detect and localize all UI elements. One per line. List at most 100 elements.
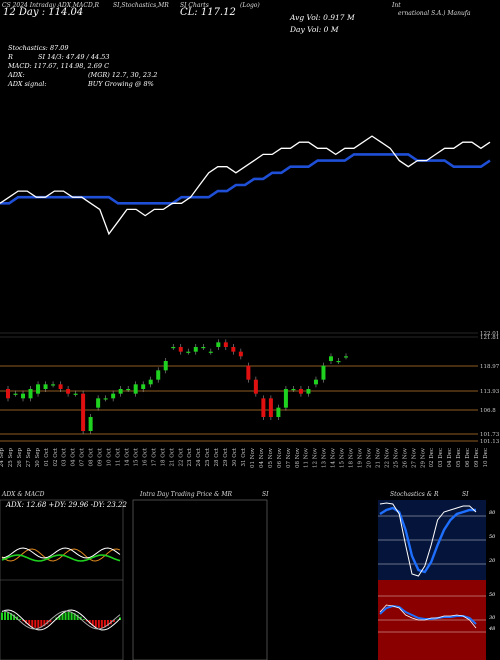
macd-bar xyxy=(70,612,73,620)
macd-bar xyxy=(4,612,7,620)
macd-bar xyxy=(49,620,52,623)
date-tick-label: 03 Dec xyxy=(438,448,444,468)
rsi-line xyxy=(379,604,477,629)
macd-bar xyxy=(13,614,16,620)
macd-bar xyxy=(40,620,43,628)
date-tick-label: 27 Nov xyxy=(411,447,417,468)
date-tick-label: 01 Nov xyxy=(250,447,256,468)
date-tick-label: 25 Sep xyxy=(8,448,14,468)
macd-bar xyxy=(19,618,22,620)
candle-body xyxy=(306,389,311,394)
macd-readout: MACD: 117.67, 114.98, 2.69 C xyxy=(8,62,110,70)
adx-line xyxy=(1,554,121,562)
price-axis-label: 118.97 xyxy=(480,364,500,370)
adx-signal: BUY Growing @ 8% xyxy=(88,80,154,88)
price-axis-label: 122.01 xyxy=(480,331,499,337)
candle-body xyxy=(36,384,41,394)
macd-bar xyxy=(100,620,103,628)
price-level-lines xyxy=(0,332,478,442)
candle-body xyxy=(51,384,56,386)
macd-bar xyxy=(82,619,85,620)
date-tick-label: 24 Oct xyxy=(196,447,202,466)
macd-bar xyxy=(94,620,97,628)
candle-body xyxy=(21,393,26,399)
candle-body xyxy=(81,393,86,431)
stoch-title: Stochastics & R xyxy=(390,491,439,498)
macd-bar xyxy=(67,612,70,620)
candle-body xyxy=(291,389,296,391)
candle-body xyxy=(246,365,251,380)
macd-bar xyxy=(103,620,106,628)
date-tick-label: 02 Dec xyxy=(429,448,435,468)
macd-bar xyxy=(91,620,94,626)
date-tick-label: 25 Oct xyxy=(205,447,211,466)
adx-label: ADX: xyxy=(8,71,25,79)
candle-body xyxy=(283,389,288,408)
date-tick-label: 26 Nov xyxy=(402,447,408,468)
date-tick-label: 25 Nov xyxy=(393,447,399,468)
candle-body xyxy=(208,351,213,353)
date-tick-label: 29 Oct xyxy=(223,447,229,466)
candle-body xyxy=(171,347,176,349)
candle-body xyxy=(28,389,33,399)
date-tick-label: 02 Oct xyxy=(53,447,59,466)
date-tick-label: 03 Oct xyxy=(62,447,68,466)
intraday-panel xyxy=(132,499,268,660)
chart-title-right: ernational S.A.) Manufa xyxy=(398,10,471,17)
chart-title-mid: SI,Stochastics,MR xyxy=(113,2,169,9)
date-tick-label: 29 Nov xyxy=(420,447,426,468)
chart-title-right-prefix: Int xyxy=(392,2,401,9)
date-tick-label: 06 Dec xyxy=(465,448,471,468)
candle-body xyxy=(253,379,258,394)
date-tick-label: 01 Oct xyxy=(44,447,50,466)
date-tick-label: 24 Sep xyxy=(0,448,5,468)
candle-body xyxy=(43,384,48,389)
macd-bar xyxy=(119,617,121,620)
date-tick-label: 04 Dec xyxy=(447,448,453,468)
candle-body xyxy=(103,398,108,400)
stoch-title-suffix: SI xyxy=(462,491,469,498)
price-axis-label: 106.8 xyxy=(480,408,496,414)
date-tick-label: 23 Oct xyxy=(187,447,193,466)
date-tick-label: 11 Oct xyxy=(116,447,122,466)
date-tick-label: 20 Nov xyxy=(367,447,373,468)
rsi-axis-30: 30 xyxy=(489,615,496,621)
macd-bar xyxy=(73,613,76,620)
date-tick-label: 04 Oct xyxy=(71,447,77,466)
date-tick-label: 27 Sep xyxy=(26,448,32,468)
candle-body xyxy=(96,398,101,408)
date-tick-label: 08 Nov xyxy=(295,447,301,468)
macd-bar xyxy=(88,620,91,624)
adx-macd-panel xyxy=(0,499,124,660)
macd-bar xyxy=(10,613,13,620)
macd-bar xyxy=(61,613,64,620)
macd-bar xyxy=(34,620,37,628)
candle-body xyxy=(133,384,138,394)
date-tick-label: 15 Oct xyxy=(133,447,139,466)
chart-title-left: CS 2024 Intraday ADX,MACD,R xyxy=(2,2,100,9)
date-tick-label: 15 Nov xyxy=(340,447,346,468)
price-axis-label: 101.13 xyxy=(480,439,500,445)
date-tick-label: 09 Oct xyxy=(98,447,104,466)
date-tick-label: 19 Nov xyxy=(358,447,364,468)
macd-bar xyxy=(58,615,61,620)
date-tick-label: 12 Nov xyxy=(313,447,319,468)
macd-bar xyxy=(28,620,31,626)
candle-body xyxy=(328,356,333,361)
date-tick-label: 08 Oct xyxy=(89,447,95,466)
price-line xyxy=(0,135,491,236)
date-tick-label: 10 Dec xyxy=(483,448,489,468)
date-tick-label: 16 Oct xyxy=(142,447,148,466)
date-tick-label: 13 Nov xyxy=(322,447,328,468)
macd-bar xyxy=(37,620,40,628)
candle-body xyxy=(193,347,198,352)
candle-body xyxy=(223,342,228,347)
candle-body xyxy=(111,393,116,399)
date-tick-label: 22 Oct xyxy=(178,447,184,466)
adx-macd-title: ADX & MACD xyxy=(2,491,45,498)
price-axis-label: 121.81 xyxy=(480,335,499,341)
macd-bar xyxy=(7,612,10,620)
candle-body xyxy=(238,351,243,357)
stoch-rsi-panel xyxy=(378,500,486,660)
